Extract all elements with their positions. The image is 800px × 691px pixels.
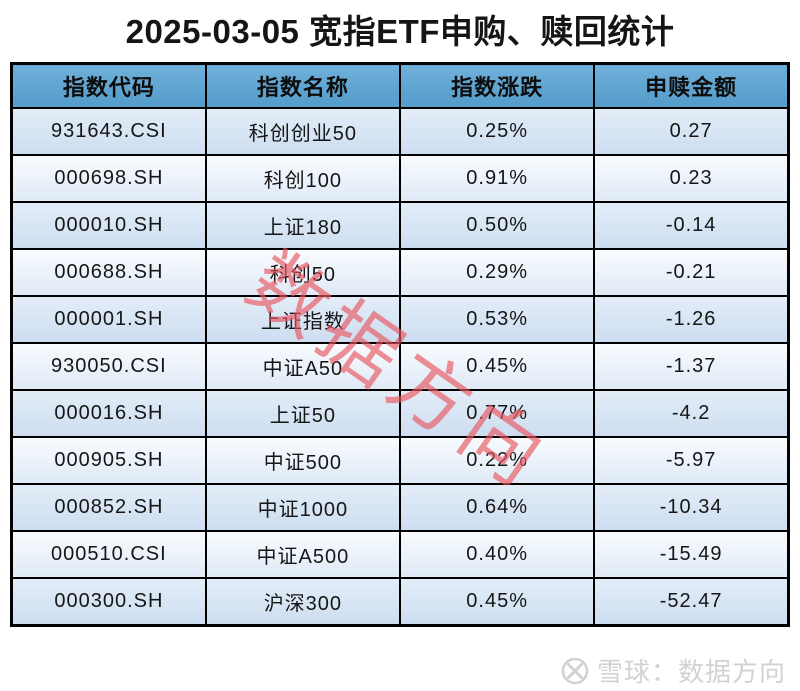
table-row: 000510.CSI 中证A500 0.40% -15.49 [10,530,790,579]
table-row: 000300.SH 沪深300 0.45% -52.47 [10,577,790,627]
cell-index-name: 中证1000 [204,483,402,532]
cell-index-name: 中证A50 [204,342,402,391]
cell-amount: -10.34 [593,483,790,532]
table-row: 000698.SH 科创100 0.91% 0.23 [10,154,790,203]
etf-stats-table: 指数代码 指数名称 指数涨跌 申赎金额 931643.CSI 科创创业50 0.… [10,62,790,627]
cell-amount: -5.97 [593,436,790,485]
cell-index-name: 上证180 [204,201,402,250]
cell-amount: -15.49 [593,530,790,579]
cell-index-change: 0.64% [398,483,596,532]
table-row: 931643.CSI 科创创业50 0.25% 0.27 [10,107,790,156]
cell-index-name: 沪深300 [204,577,402,627]
cell-index-code: 000016.SH [10,389,207,438]
cell-amount: -1.26 [593,295,790,344]
cell-index-change: 0.29% [398,248,596,297]
page-title: 2025-03-05 宽指ETF申购、赎回统计 [125,13,675,50]
cell-index-change: 0.40% [398,530,596,579]
cell-index-code: 000300.SH [10,577,207,627]
table-row: 930050.CSI 中证A50 0.45% -1.37 [10,342,790,391]
table-row: 000852.SH 中证1000 0.64% -10.34 [10,483,790,532]
cell-index-change: 0.22% [398,436,596,485]
cell-amount: -0.14 [593,201,790,250]
cell-index-change: 0.53% [398,295,596,344]
cell-index-name: 上证50 [204,389,402,438]
cell-amount: -1.37 [593,342,790,391]
cell-index-change: 0.77% [398,389,596,438]
cell-amount: 0.27 [593,107,790,156]
table-row: 000010.SH 上证180 0.50% -0.14 [10,201,790,250]
table-row: 000905.SH 中证500 0.22% -5.97 [10,436,790,485]
source-watermark: 雪球：数据方向 [560,652,786,689]
table-row: 000016.SH 上证50 0.77% -4.2 [10,389,790,438]
table-row: 000688.SH 科创50 0.29% -0.21 [10,248,790,297]
xueqiu-snowball-icon [560,656,590,686]
cell-index-code: 000688.SH [10,248,207,297]
cell-index-code: 931643.CSI [10,107,207,156]
cell-index-code: 000698.SH [10,154,207,203]
column-header-amount: 申赎金额 [593,62,790,109]
cell-amount: -0.21 [593,248,790,297]
cell-index-code: 000001.SH [10,295,207,344]
cell-index-change: 0.45% [398,342,596,391]
cell-amount: 0.23 [593,154,790,203]
cell-index-change: 0.25% [398,107,596,156]
cell-amount: -52.47 [593,577,790,627]
cell-index-name: 中证A500 [204,530,402,579]
cell-index-change: 0.50% [398,201,596,250]
cell-index-name: 科创创业50 [204,107,402,156]
cell-amount: -4.2 [593,389,790,438]
cell-index-code: 000510.CSI [10,530,207,579]
cell-index-code: 930050.CSI [10,342,207,391]
cell-index-change: 0.45% [398,577,596,627]
column-header-index-code: 指数代码 [10,62,207,109]
source-watermark-label: 雪球：数据方向 [596,657,786,687]
cell-index-change: 0.91% [398,154,596,203]
column-header-index-name: 指数名称 [204,62,402,109]
cell-index-code: 000852.SH [10,483,207,532]
cell-index-code: 000905.SH [10,436,207,485]
table-row: 000001.SH 上证指数 0.53% -1.26 [10,295,790,344]
cell-index-code: 000010.SH [10,201,207,250]
cell-index-name: 上证指数 [204,295,402,344]
column-header-index-change: 指数涨跌 [398,62,596,109]
cell-index-name: 科创50 [204,248,402,297]
cell-index-name: 科创100 [204,154,402,203]
table-header-row: 指数代码 指数名称 指数涨跌 申赎金额 [10,62,790,109]
cell-index-name: 中证500 [204,436,402,485]
